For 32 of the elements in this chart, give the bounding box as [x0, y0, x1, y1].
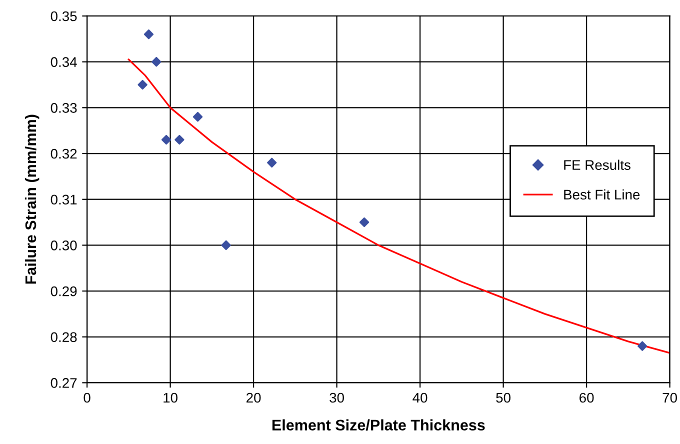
y-tick-label: 0.33 [50, 103, 77, 113]
x-axis-title: Element Size/Plate Thickness [272, 419, 485, 431]
legend-label: Best Fit Line [564, 189, 640, 200]
point [221, 240, 231, 250]
x-tick-label: 70 [662, 392, 677, 403]
x-tick-label: 50 [496, 392, 510, 403]
y-axis-title: Failure Strain (mm/mm) [24, 114, 40, 284]
y-tick-label: 0.34 [50, 57, 77, 67]
x-tick-label: 10 [164, 392, 178, 403]
point [359, 217, 370, 228]
x-tick-label: 40 [412, 392, 428, 403]
point [138, 80, 148, 90]
y-tick-label: 0.29 [50, 286, 77, 296]
y-tick-label: 0.35 [50, 11, 77, 22]
point [192, 112, 203, 122]
line-series [128, 58, 670, 354]
point [152, 56, 162, 67]
point [144, 29, 154, 40]
y-tick-label: 0.30 [50, 240, 77, 250]
legend-label: FE Results [564, 160, 630, 170]
x-tick-label: 60 [580, 392, 594, 403]
x-tick-label: 20 [246, 392, 261, 403]
y-tick-label: 0.31 [50, 194, 77, 205]
x-tick-label: 30 [330, 392, 344, 403]
point [637, 341, 648, 351]
y-tick-label: 0.28 [50, 332, 77, 342]
point [174, 134, 184, 145]
x-tick-label: 0 [84, 392, 90, 403]
y-tick-label: 0.32 [50, 148, 77, 159]
y-tick-label: 0.27 [50, 378, 77, 388]
point [161, 134, 172, 145]
point [266, 158, 277, 168]
